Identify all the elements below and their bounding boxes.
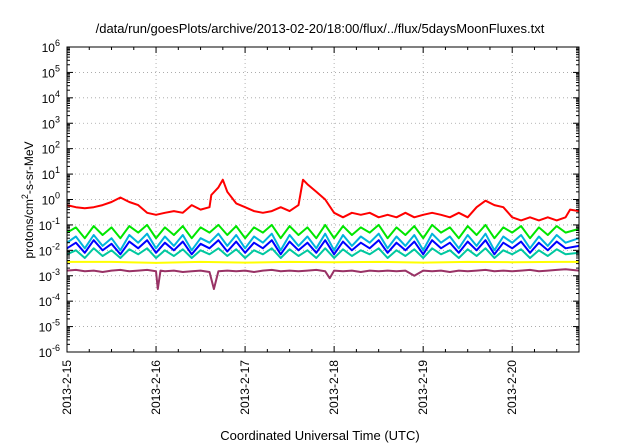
y-tick-base: 10 xyxy=(39,346,53,360)
y-tick-base: 10 xyxy=(42,194,56,208)
y-tick-exponent: -5 xyxy=(52,318,60,328)
x-tick-label: 2013-2-19 xyxy=(416,360,430,415)
y-tick-base: 10 xyxy=(42,92,56,106)
y-tick-exponent: 5 xyxy=(55,63,60,73)
x-tick-label: 2013-2-15 xyxy=(60,360,74,415)
y-tick-label: 10-4 xyxy=(39,292,60,309)
y-tick-exponent: -1 xyxy=(52,216,60,226)
y-tick-exponent: -3 xyxy=(52,267,60,277)
y-tick-exponent: -6 xyxy=(52,343,60,353)
series-line-2 xyxy=(66,223,580,240)
y-tick-label: 105 xyxy=(42,63,60,80)
y-tick-label: 104 xyxy=(42,89,60,106)
y-tick-exponent: 3 xyxy=(55,114,60,124)
y-tick-base: 10 xyxy=(39,219,53,233)
y-tick-base: 10 xyxy=(39,321,53,335)
y-tick-exponent: -2 xyxy=(52,241,60,251)
y-tick-base: 10 xyxy=(42,143,56,157)
chart-title: /data/run/goesPlots/archive/2013-02-20/1… xyxy=(95,21,545,36)
x-tick-label: 2013-2-17 xyxy=(238,360,252,415)
y-tick-base: 10 xyxy=(42,66,56,80)
y-tick-base: 10 xyxy=(42,168,56,182)
y-tick-label: 10-6 xyxy=(39,343,60,360)
y-axis-label-suffix: -s-sr-MeV xyxy=(22,141,36,195)
y-tick-base: 10 xyxy=(42,41,56,55)
series-line-3 xyxy=(66,232,580,252)
y-tick-exponent: 1 xyxy=(55,165,60,175)
x-tick-label: 2013-2-20 xyxy=(505,360,519,415)
series-line-4 xyxy=(66,239,580,256)
y-tick-label: 106 xyxy=(42,38,60,55)
y-tick-label: 100 xyxy=(42,191,60,208)
y-tick-exponent: 6 xyxy=(55,38,60,48)
y-tick-exponent: -4 xyxy=(52,292,60,302)
y-tick-base: 10 xyxy=(39,270,53,284)
series-line-6 xyxy=(67,260,579,264)
y-tick-label: 10-5 xyxy=(39,318,60,335)
y-tick-label: 10-3 xyxy=(39,267,60,284)
series-line-1 xyxy=(66,178,580,222)
x-axis-label: Coordinated Universal Time (UTC) xyxy=(220,428,420,443)
y-tick-exponent: 4 xyxy=(55,89,60,99)
y-tick-base: 10 xyxy=(39,244,53,258)
y-tick-base: 10 xyxy=(39,295,53,309)
x-tick-label: 2013-2-16 xyxy=(149,360,163,415)
series-line-5 xyxy=(66,247,580,259)
y-tick-exponent: 2 xyxy=(55,140,60,150)
y-tick-label: 102 xyxy=(42,140,60,157)
x-tick-label: 2013-2-18 xyxy=(327,360,341,415)
series-line-7 xyxy=(66,268,580,290)
y-tick-label: 10-1 xyxy=(39,216,60,233)
y-tick-base: 10 xyxy=(42,117,56,131)
y-axis-label-superscript: 2 xyxy=(20,194,30,200)
y-tick-label: 10-2 xyxy=(39,241,60,258)
y-tick-label: 103 xyxy=(42,114,60,131)
y-tick-label: 101 xyxy=(42,165,60,182)
y-tick-exponent: 0 xyxy=(55,191,60,201)
y-axis-label: protons/cm2-s-sr-MeV xyxy=(20,141,36,258)
y-axis-label-unit: protons/cm xyxy=(22,199,36,259)
